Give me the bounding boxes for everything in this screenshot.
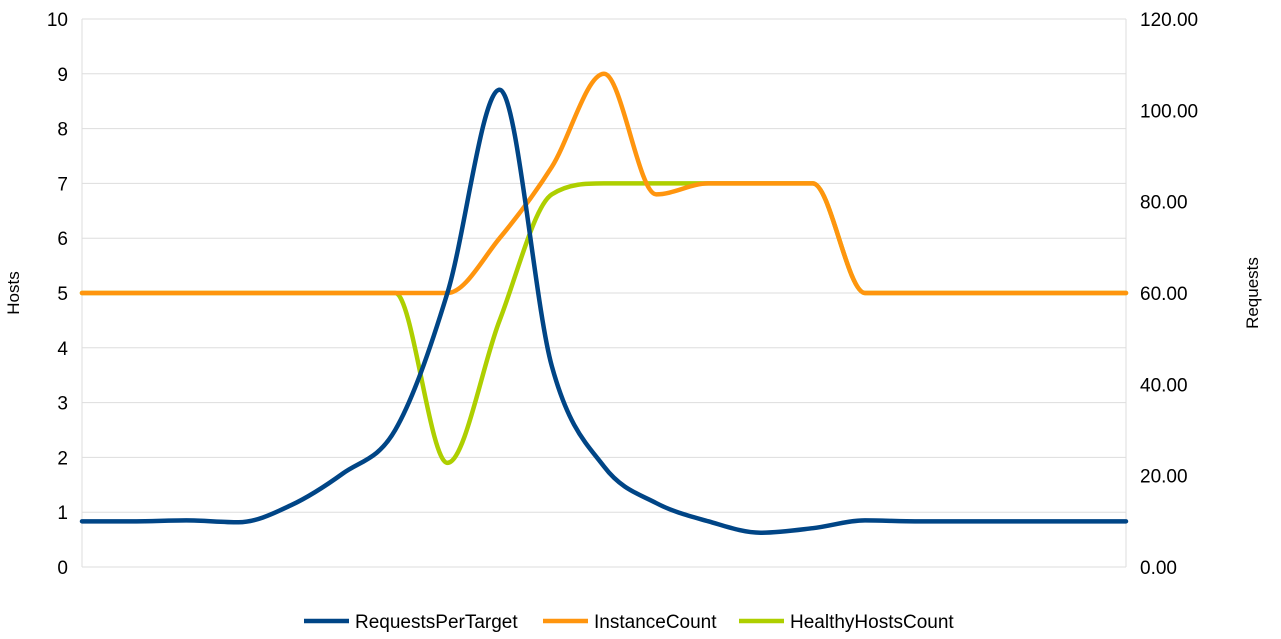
series-line-instancecount	[79, 71, 1129, 296]
legend-label-requestspertarget: RequestsPerTarget	[355, 612, 518, 633]
series-line-requestspertarget	[79, 87, 1129, 535]
right-tick-label: 0.00	[1140, 558, 1177, 579]
right-tick-label: 20.00	[1140, 467, 1188, 488]
left-tick-label: 10	[47, 10, 68, 31]
right-tick-label: 120.00	[1140, 10, 1198, 31]
legend-label-instancecount: InstanceCount	[594, 612, 717, 633]
left-tick-label: 4	[57, 339, 68, 360]
left-tick-label: 3	[57, 394, 68, 415]
left-tick-label: 2	[57, 448, 68, 469]
left-axis-ticks: 0 1 2 3 4 5 6 7 8 9 10	[47, 10, 69, 579]
left-tick-label: 6	[57, 229, 68, 250]
left-tick-label: 5	[57, 284, 68, 305]
left-tick-label: 0	[57, 558, 68, 579]
right-tick-label: 80.00	[1140, 193, 1188, 214]
left-axis-title: Hosts	[4, 271, 23, 314]
left-tick-label: 7	[57, 174, 68, 195]
left-tick-label: 9	[57, 65, 68, 86]
right-tick-label: 60.00	[1140, 284, 1188, 305]
right-tick-label: 100.00	[1140, 101, 1198, 122]
legend-label-healthyhostscount: HealthyHostsCount	[790, 612, 954, 633]
left-tick-label: 1	[57, 503, 68, 524]
right-axis-title: Requests	[1243, 257, 1262, 329]
left-tick-label: 8	[57, 120, 68, 141]
series-lines	[79, 71, 1129, 535]
right-axis-ticks: 0.00 20.00 40.00 60.00 80.00 100.00 120.00	[1140, 10, 1198, 579]
legend: RequestsPerTarget InstanceCount HealthyHos…	[304, 612, 954, 633]
right-tick-label: 40.00	[1140, 375, 1188, 396]
